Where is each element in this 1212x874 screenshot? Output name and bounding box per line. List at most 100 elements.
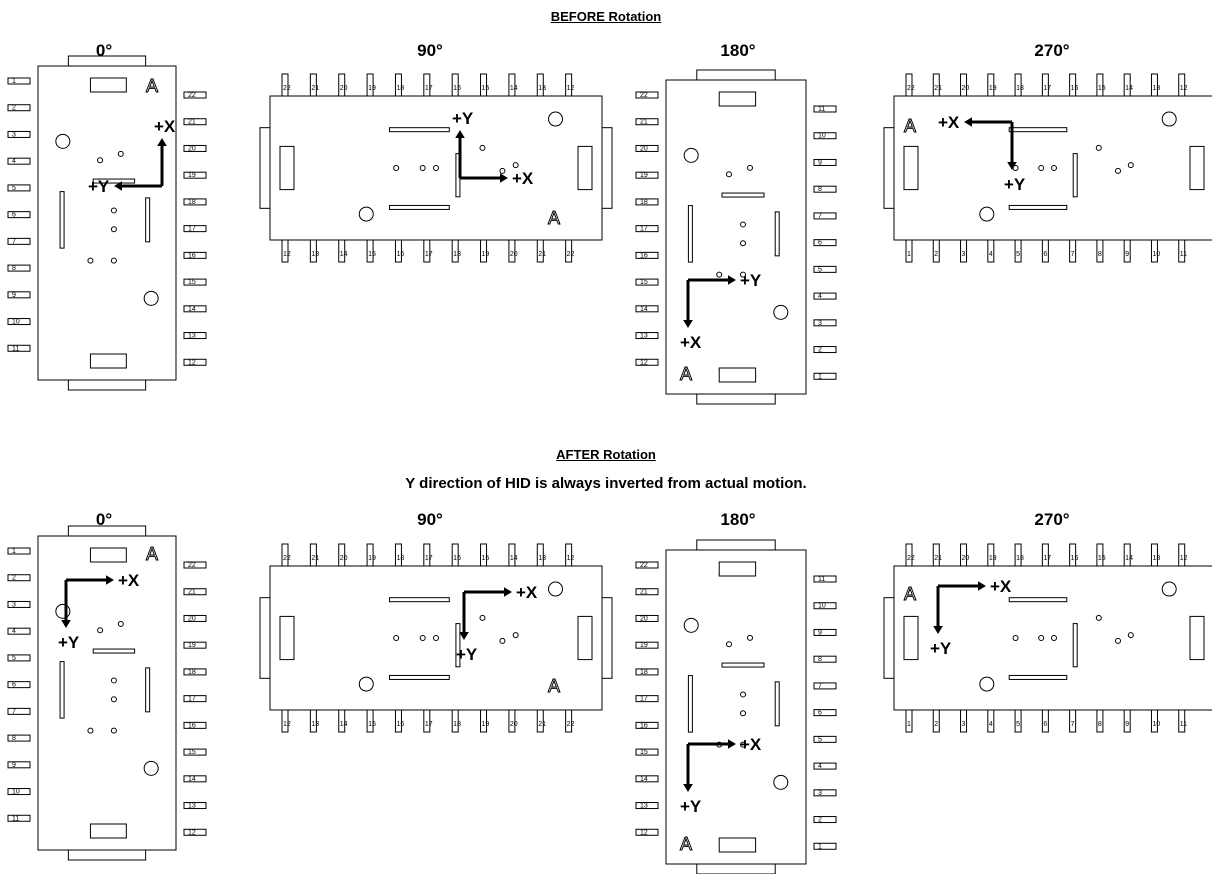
pin [1069,239,1077,263]
pin [565,543,573,567]
pin [183,332,207,340]
hatched-pad [389,597,450,603]
arrow-head [1007,162,1017,170]
board-orientation-mark: A [680,834,692,854]
pin [635,305,659,313]
pin-label: 11 [1180,251,1187,258]
pin [813,682,837,690]
pin-label: 16 [396,251,404,258]
pin [338,239,346,263]
pin-label: 17 [1043,555,1051,562]
pin-label: 12 [283,251,291,258]
pin-label: 13 [188,803,196,810]
via [1095,144,1102,151]
pin-label: 19 [482,721,490,728]
pin-label: 2 [818,347,822,354]
pin [7,788,31,796]
pin-label: 14 [340,721,348,728]
hatched-pad [455,623,461,668]
pin [813,709,837,717]
mount-hole [358,206,374,222]
pin [183,721,207,729]
pin [7,627,31,635]
arrow-head [455,130,465,138]
board-orientation-mark: A [548,208,560,228]
arrow-head [728,275,736,285]
board-tab [67,379,147,391]
pin-label: 11 [12,345,19,352]
connector [718,367,757,383]
pin-label: 5 [818,266,822,273]
pin-label: 13 [311,721,319,728]
pin [508,543,516,567]
connector [279,615,295,661]
pin [451,239,459,263]
pin [635,251,659,259]
pin-label: 18 [453,251,461,258]
connector [1189,145,1205,191]
pin [394,73,402,97]
pin-label: 22 [567,251,575,258]
pin [905,239,913,263]
via [1051,635,1057,641]
pin [281,239,289,263]
pin [960,709,968,733]
pin [1096,239,1104,263]
pin [1096,543,1104,567]
pin [536,239,544,263]
pin [183,144,207,152]
mount-hole [1161,581,1177,597]
via [479,614,486,621]
pin [7,237,31,245]
pin-label: 5 [1016,721,1020,728]
hatched-pad [389,674,450,680]
via [393,165,400,171]
pin [813,185,837,193]
pin-label: 2 [934,721,938,728]
via [740,691,746,698]
hatched-pad [1072,153,1078,198]
board-tab [883,597,895,679]
pin-label: 18 [640,669,648,676]
via [512,632,519,639]
pin-label: 11 [818,106,825,113]
board-panel-before-270: 22 1 21 2 20 3 19 4 18 5 17 6 16 7 15 8 14 9 13 10 12 11 +X +Y A [883,73,1212,263]
pin-label: 15 [482,555,490,562]
mount-hole [548,581,564,597]
mount-hole [979,206,995,222]
pin-label: 8 [818,186,822,193]
pin-label: 21 [640,119,648,126]
pin [508,239,516,263]
pin-label: 21 [934,85,942,92]
arrow-head [683,784,693,792]
pin [183,802,207,810]
pin [1041,73,1049,97]
pin [480,543,488,567]
via [499,167,506,174]
y-axis-label: +Y [88,177,110,196]
pin-label: 16 [396,721,404,728]
mount-hole [143,290,159,306]
pin [281,709,289,733]
pin [565,73,573,97]
pin-label: 21 [538,721,546,728]
pin-label: 9 [818,629,822,636]
y-axis-label: +Y [452,109,474,128]
via [499,637,506,644]
via [110,207,117,214]
pin [1123,543,1131,567]
pin [813,816,837,824]
pin-label: 17 [188,696,196,703]
pin-label: 20 [510,721,518,728]
pin-label: 16 [640,252,648,259]
pin-label: 16 [640,722,648,729]
via [740,240,746,247]
pin-label: 20 [962,555,970,562]
pin-label: 7 [818,213,822,220]
pin-label: 7 [818,683,822,690]
pin-label: 10 [12,319,20,326]
board-orientation-mark: A [146,76,158,96]
angle-label-after-90: 90° [417,510,443,529]
pin [813,762,837,770]
pin-label: 15 [1098,85,1106,92]
